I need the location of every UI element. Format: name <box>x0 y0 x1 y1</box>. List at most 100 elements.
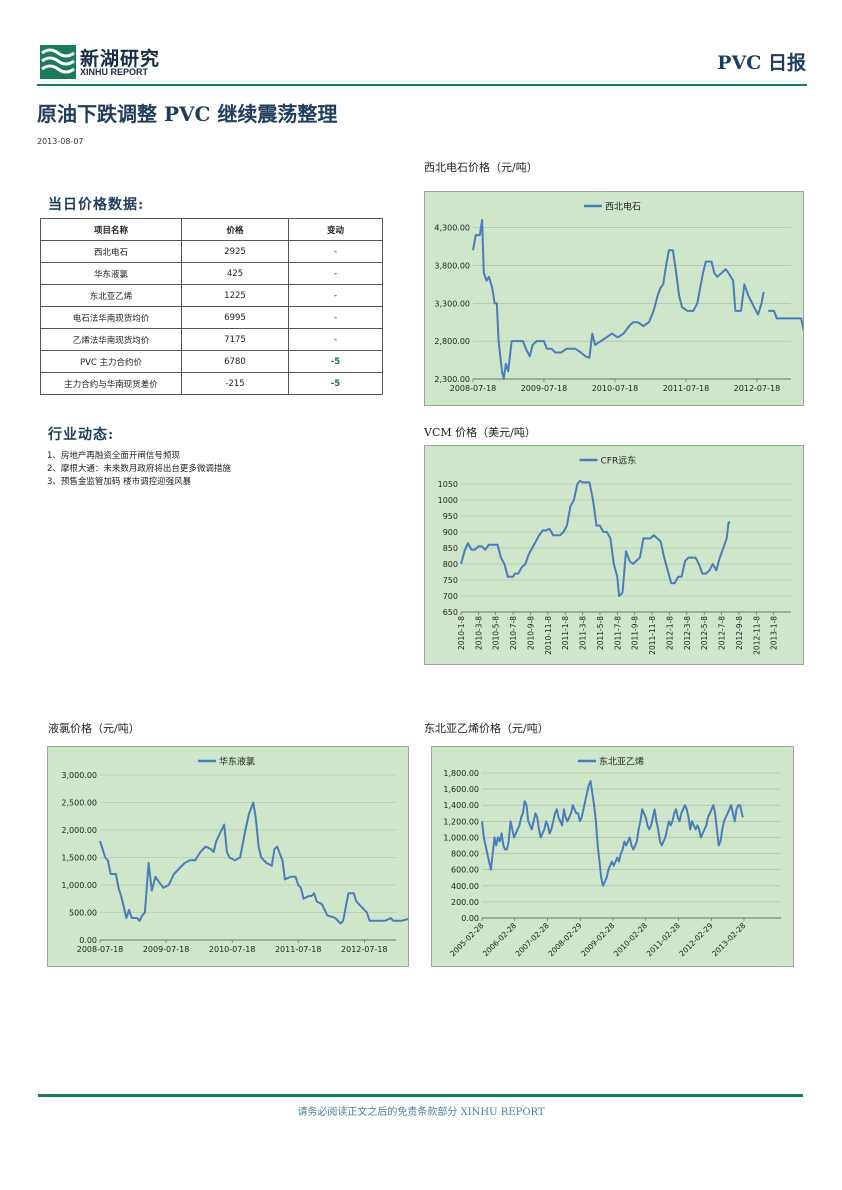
x-tick-label: 2013-1-8 <box>770 616 779 650</box>
x-tick-label: 2009-02-28 <box>579 921 616 958</box>
y-tick-label: 1,400.00 <box>443 801 479 810</box>
item-price: 425 <box>181 262 289 285</box>
y-tick-label: 0.00 <box>79 936 97 945</box>
y-tick-label: 2,000.00 <box>61 826 97 835</box>
price-table: 项目名称 价格 变动 西北电石 2925- 华东液氯 425- 东北亚乙烯 1225-… <box>40 218 383 395</box>
y-tick-label: 3,000.00 <box>61 771 97 780</box>
y-tick-label: 1000 <box>438 496 458 505</box>
y-tick-label: 700 <box>443 592 458 601</box>
item-name: 华东液氯 <box>40 262 182 285</box>
item-name: 主力合约与华南现货差价 <box>40 372 182 395</box>
y-tick-label: 2,500.00 <box>61 799 97 808</box>
chart-caption-vcm: VCM 价格（美元/吨） <box>424 426 536 439</box>
item-change: -5 <box>288 372 383 395</box>
item-change: - <box>288 240 383 263</box>
col-header: 变动 <box>288 218 383 241</box>
x-tick-label: 2012-07-18 <box>734 384 781 393</box>
y-tick-label: 750 <box>443 576 458 585</box>
news-item: 2、摩根大通：未来数月政府将出台更多微调措施 <box>47 464 231 474</box>
table-row: 主力合约与华南现货差价 -215 -5 <box>40 372 383 395</box>
x-tick-label: 2012-9-8 <box>735 616 744 650</box>
x-tick-label: 2005-02-28 <box>448 921 485 958</box>
legend-label: CFR远东 <box>601 455 637 467</box>
item-price: 6780 <box>181 350 289 373</box>
x-tick-label: 2011-02-28 <box>645 921 682 958</box>
y-tick-label: 2,800.00 <box>434 337 470 346</box>
footer-divider <box>38 1094 803 1097</box>
y-tick-label: 1050 <box>438 480 458 489</box>
x-tick-label: 2008-07-18 <box>450 384 497 393</box>
y-tick-label: 4,300.00 <box>434 224 470 233</box>
y-tick-label: 600.00 <box>451 866 479 875</box>
y-tick-label: 400.00 <box>451 882 479 891</box>
y-tick-label: 500.00 <box>69 909 97 918</box>
item-name: 电石法华南现货均价 <box>40 306 182 329</box>
x-tick-label: 2006-02-28 <box>481 921 518 958</box>
header-divider <box>37 84 807 86</box>
table-header-row: 项目名称 价格 变动 <box>40 218 383 241</box>
item-change: - <box>288 306 383 329</box>
price-section-heading: 当日价格数据: <box>48 197 145 213</box>
y-tick-label: 3,800.00 <box>434 261 470 270</box>
y-tick-label: 800.00 <box>451 850 479 859</box>
x-tick-label: 2012-3-8 <box>683 616 692 650</box>
x-tick-label: 2011-11-8 <box>648 616 657 655</box>
y-tick-label: 900 <box>443 528 458 537</box>
x-tick-label: 2010-07-18 <box>209 945 256 954</box>
x-tick-label: 2011-1-8 <box>561 616 570 650</box>
x-tick-label: 2010-7-8 <box>509 616 518 650</box>
chlorine-price-chart: 华东液氯 0.00 500.00 1,000.00 1,500.00 2,000.00 2,… <box>47 746 409 967</box>
y-tick-label: 1,000.00 <box>443 833 479 842</box>
table-row: 东北亚乙烯 1225- <box>40 284 383 307</box>
item-price: 2925 <box>181 240 289 263</box>
item-change: -5 <box>288 350 383 373</box>
series-line <box>481 780 744 887</box>
x-tick-label: 2011-9-8 <box>631 616 640 650</box>
ethylene-price-chart: 东北亚乙烯 0.00 200.00 400.00 600.00 800.00 1,000.0… <box>431 746 794 967</box>
item-name: 东北亚乙烯 <box>40 284 182 307</box>
logo-cn-text: 新湖研究 <box>80 48 161 70</box>
y-tick-label: 650 <box>443 608 458 617</box>
x-tick-label: 2012-5-8 <box>700 616 709 650</box>
y-tick-label: 1,200.00 <box>443 817 479 826</box>
series-line <box>460 479 731 597</box>
x-tick-label: 2011-07-18 <box>275 945 322 954</box>
item-price: 1225 <box>181 284 289 307</box>
x-tick-label: 2012-7-8 <box>718 616 727 650</box>
table-row: 电石法华南现货均价 6995- <box>40 306 383 329</box>
y-tick-label: 200.00 <box>451 898 479 907</box>
chart-caption-carbide: 西北电石价格（元/吨） <box>424 161 538 174</box>
item-price: -215 <box>181 372 289 395</box>
y-tick-label: 0.00 <box>461 914 479 923</box>
x-tick-label: 2012-11-8 <box>752 616 761 655</box>
news-item: 1、房地产再融资全面开闸信号频现 <box>47 451 180 461</box>
series-line <box>99 801 408 925</box>
y-tick-label: 950 <box>443 512 458 521</box>
chart-caption-chlorine: 液氯价格（元/吨） <box>48 722 140 735</box>
legend-label: 西北电石 <box>605 201 641 213</box>
x-tick-label: 2012-02-29 <box>677 921 714 958</box>
table-row: 西北电石 2925- <box>40 240 383 263</box>
x-tick-label: 2013-02-28 <box>710 921 747 958</box>
item-change: - <box>288 284 383 307</box>
x-tick-label: 2011-3-8 <box>579 616 588 650</box>
x-tick-label: 2009-07-18 <box>521 384 568 393</box>
x-tick-label: 2008-07-18 <box>77 945 124 954</box>
x-tick-label: 2010-3-8 <box>474 616 483 650</box>
col-header: 价格 <box>181 218 289 241</box>
y-tick-label: 850 <box>443 544 458 553</box>
x-tick-label: 2010-07-18 <box>592 384 639 393</box>
x-tick-label: 2007-02-28 <box>514 921 551 958</box>
logo-en-text: XINHU REPORT <box>80 67 149 77</box>
series-line <box>472 219 765 380</box>
carbide-price-chart: 西北电石 2,300.00 2,800.00 3,300.00 3,800.00 4,30… <box>424 191 804 406</box>
item-name: 乙烯法华南现货均价 <box>40 328 182 351</box>
item-name: 西北电石 <box>40 240 182 263</box>
table-row: 华东液氯 425- <box>40 262 383 285</box>
item-change: - <box>288 328 383 351</box>
x-tick-label: 2008-02-29 <box>546 921 583 958</box>
x-tick-label: 2012-1-8 <box>665 616 674 650</box>
item-price: 7175 <box>181 328 289 351</box>
y-tick-label: 3,300.00 <box>434 299 470 308</box>
page-title: 原油下跌调整 PVC 继续震荡整理 <box>37 102 338 126</box>
